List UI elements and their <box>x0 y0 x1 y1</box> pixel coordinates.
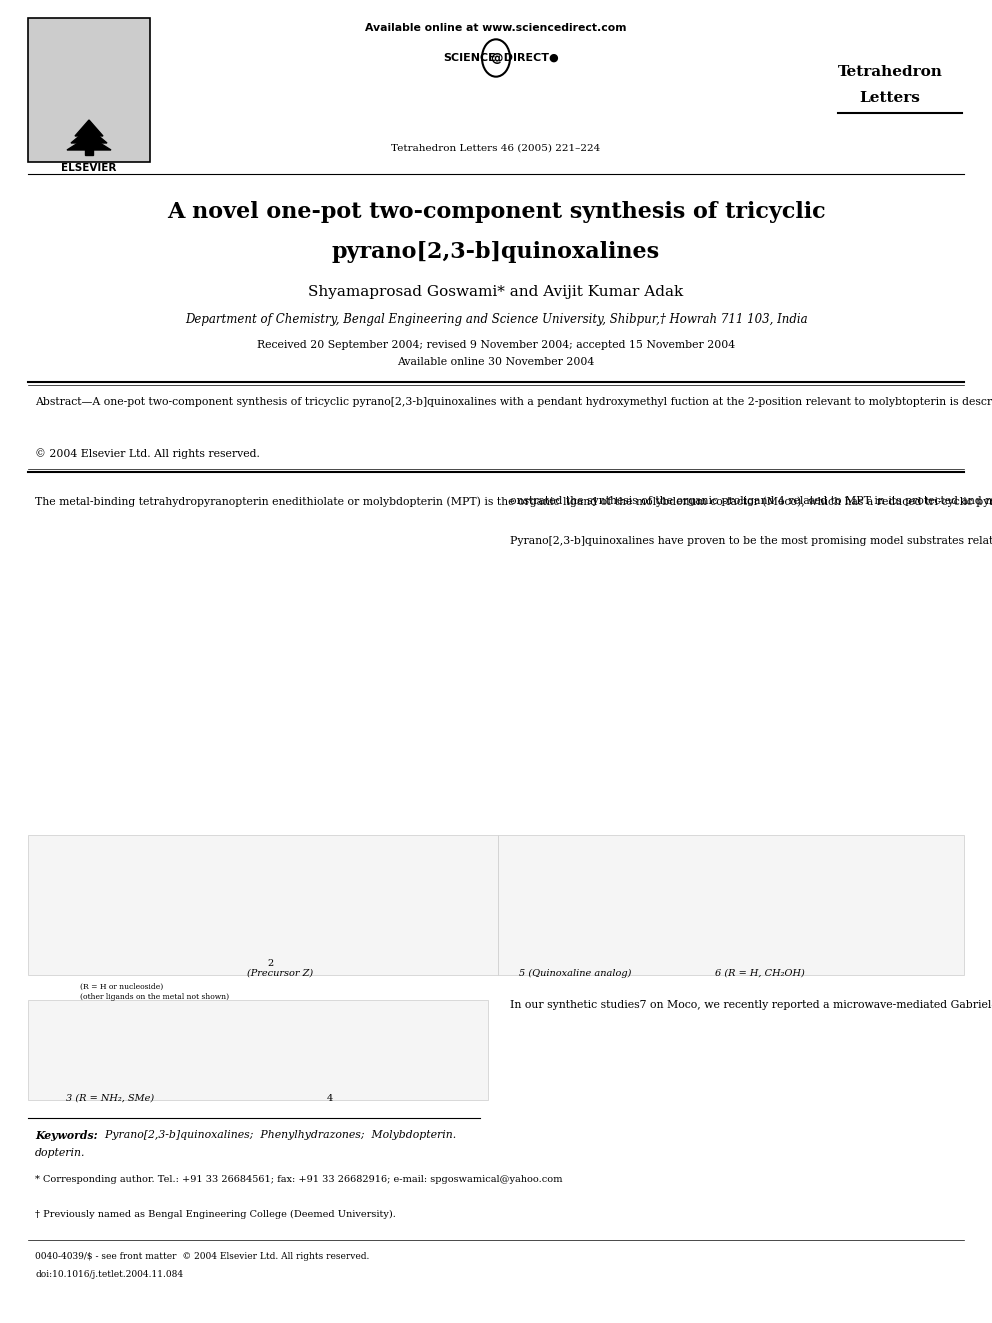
Text: Received 20 September 2004; revised 9 November 2004; accepted 15 November 2004: Received 20 September 2004; revised 9 No… <box>257 340 735 351</box>
Text: * Corresponding author. Tel.: +91 33 26684561; fax: +91 33 26682916; e-mail: spg: * Corresponding author. Tel.: +91 33 266… <box>35 1175 562 1184</box>
Text: Available online 30 November 2004: Available online 30 November 2004 <box>398 357 594 366</box>
Text: Pyrano[2,3-b]quinoxalines have proven to be the most promising model substrates : Pyrano[2,3-b]quinoxalines have proven to… <box>510 536 992 546</box>
Text: Tetrahedron Letters 46 (2005) 221–224: Tetrahedron Letters 46 (2005) 221–224 <box>392 143 600 152</box>
Bar <box>28 835 498 975</box>
Text: 5 (Quinoxaline analog): 5 (Quinoxaline analog) <box>519 968 631 978</box>
Text: 3 (R = NH₂, SMe): 3 (R = NH₂, SMe) <box>65 1094 154 1103</box>
Text: Department of Chemistry, Bengal Engineering and Science University, Shibpur,† Ho: Department of Chemistry, Bengal Engineer… <box>185 314 807 327</box>
Text: (Precursor Z): (Precursor Z) <box>247 968 313 978</box>
Polygon shape <box>67 136 111 149</box>
Text: ELSEVIER: ELSEVIER <box>62 163 117 173</box>
Text: Abstract—A one-pot two-component synthesis of tricyclic pyrano[2,3-b]quinoxaline: Abstract—A one-pot two-component synthes… <box>35 397 992 407</box>
Text: onstrated the synthesis of the organic proligand 4 related to MPT in its protect: onstrated the synthesis of the organic p… <box>510 496 992 505</box>
Text: doi:10.1016/j.tetlet.2004.11.084: doi:10.1016/j.tetlet.2004.11.084 <box>35 1270 184 1279</box>
Text: † Previously named as Bengal Engineering College (Deemed University).: † Previously named as Bengal Engineering… <box>35 1211 396 1218</box>
Bar <box>85 135 93 155</box>
Text: 2: 2 <box>267 959 273 968</box>
Bar <box>28 1000 488 1099</box>
Bar <box>28 19 150 161</box>
Text: Letters: Letters <box>859 91 921 105</box>
Text: Tetrahedron: Tetrahedron <box>837 65 942 79</box>
Text: dopterin.: dopterin. <box>35 1148 85 1158</box>
Text: 6 (R = H, CH₂OH): 6 (R = H, CH₂OH) <box>715 968 805 978</box>
Text: (other ligands on the metal not shown): (other ligands on the metal not shown) <box>80 994 229 1002</box>
Text: pyrano[2,3-b]quinoxalines: pyrano[2,3-b]quinoxalines <box>332 241 660 263</box>
Text: 0040-4039/$ - see front matter  © 2004 Elsevier Ltd. All rights reserved.: 0040-4039/$ - see front matter © 2004 El… <box>35 1252 369 1261</box>
Text: Keywords:: Keywords: <box>35 1130 97 1140</box>
Polygon shape <box>75 120 103 136</box>
Bar <box>498 835 964 975</box>
Polygon shape <box>71 128 107 143</box>
Text: DIRECT●: DIRECT● <box>496 53 558 64</box>
Text: Shyamaprosad Goswami* and Avijit Kumar Adak: Shyamaprosad Goswami* and Avijit Kumar A… <box>309 284 683 299</box>
Text: (R = H or nucleoside): (R = H or nucleoside) <box>80 983 164 991</box>
Text: Available online at www.sciencedirect.com: Available online at www.sciencedirect.co… <box>365 22 627 33</box>
Text: In our synthetic studies7 on Moco, we recently reported a microwave-mediated Gab: In our synthetic studies7 on Moco, we re… <box>510 1000 992 1009</box>
Text: @: @ <box>490 52 502 65</box>
Text: Pyrano[2,3-b]quinoxalines;  Phenylhydrazones;  Molybdopterin.: Pyrano[2,3-b]quinoxalines; Phenylhydrazo… <box>98 1130 456 1140</box>
Text: SCIENCE: SCIENCE <box>443 53 496 64</box>
Text: © 2004 Elsevier Ltd. All rights reserved.: © 2004 Elsevier Ltd. All rights reserved… <box>35 448 260 459</box>
Text: 4: 4 <box>327 1094 333 1103</box>
Text: The metal-binding tetrahydropyranopterin enedithiolate or molybdopterin (MPT) is: The metal-binding tetrahydropyranopterin… <box>35 496 992 507</box>
Text: A novel one-pot two-component synthesis of tricyclic: A novel one-pot two-component synthesis … <box>167 201 825 224</box>
